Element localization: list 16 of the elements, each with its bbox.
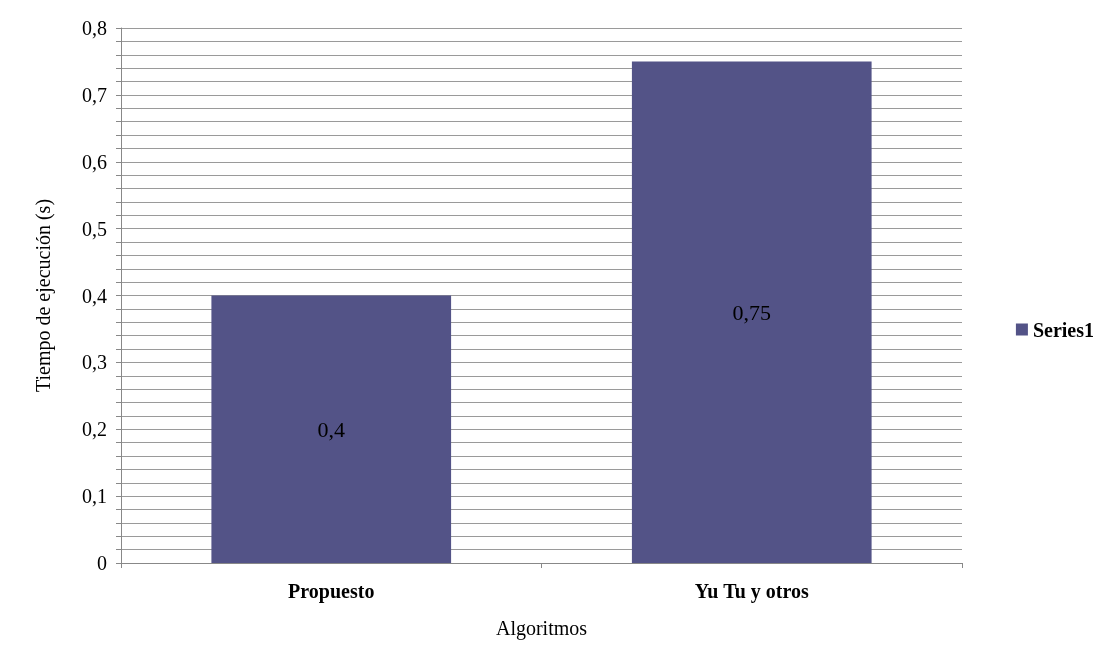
legend-label: Series1 <box>1032 318 1094 341</box>
y-tick-label: 0,1 <box>82 485 107 508</box>
y-tick-label: 0,7 <box>82 83 107 106</box>
y-tick-label: 0 <box>97 552 107 574</box>
y-tick-label: 0,2 <box>82 418 107 441</box>
y-tick-label: 0,5 <box>82 217 107 240</box>
y-tick-label: 0,6 <box>82 150 107 173</box>
x-tick-label: Yu Tu y otros <box>694 580 809 603</box>
data-label: 0,75 <box>732 299 771 325</box>
y-tick-label: 0,8 <box>82 17 107 39</box>
x-axis-title: Algoritmos <box>495 617 588 640</box>
y-axis-title: Tiempo de ejecución (s) <box>32 198 55 393</box>
x-tick-label: Propuesto <box>288 580 375 603</box>
y-tick-label: 0,4 <box>82 284 107 307</box>
data-label: 0,4 <box>317 416 345 442</box>
y-tick-label: 0,3 <box>82 351 107 374</box>
